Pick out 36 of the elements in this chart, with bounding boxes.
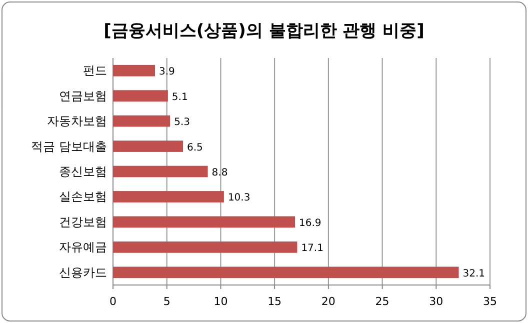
x-tick-label: 35 [483,295,497,308]
bar [113,191,224,202]
bar [113,166,208,178]
data-label: 17.1 [301,243,324,254]
x-tick-label: 10 [214,295,228,308]
bar [113,140,184,152]
data-label: 5.1 [172,92,188,103]
x-tick-label: 5 [163,295,170,308]
bar [113,216,296,228]
data-label: 16.9 [299,218,322,229]
bar [113,64,156,76]
y-tick-label: 자유예금 [59,240,107,254]
x-tick-label: 0 [110,295,116,308]
bar [113,241,298,253]
y-tick-label: 펀드 [83,64,107,78]
data-label: 3.9 [159,66,175,78]
y-tick-label: 건강보험 [59,214,107,229]
x-tick-label: 30 [429,295,444,308]
y-tick-label: 신용카드 [59,265,107,280]
chart-title: [금융서비스(상품)의 불합리한 관행 비중] [104,21,424,41]
data-label: 10.3 [228,192,250,204]
x-tick-label: 15 [268,295,282,308]
data-label: 8.8 [212,168,228,178]
y-tick-label: 실손보험 [59,190,107,204]
x-tick-label: 20 [321,295,336,308]
x-tick-label: 25 [375,295,390,308]
data-label: 5.3 [174,117,190,128]
y-tick-label: 종신보험 [59,164,107,178]
y-tick-label: 자동차보험 [47,114,107,128]
data-label: 6.5 [187,142,203,154]
bar [113,115,170,127]
bar [113,266,459,278]
y-tick-label: 적금 담보대출 [31,139,107,154]
data-label: 32.1 [462,268,486,280]
y-tick-label: 연금보험 [59,88,107,103]
bar [113,90,168,102]
